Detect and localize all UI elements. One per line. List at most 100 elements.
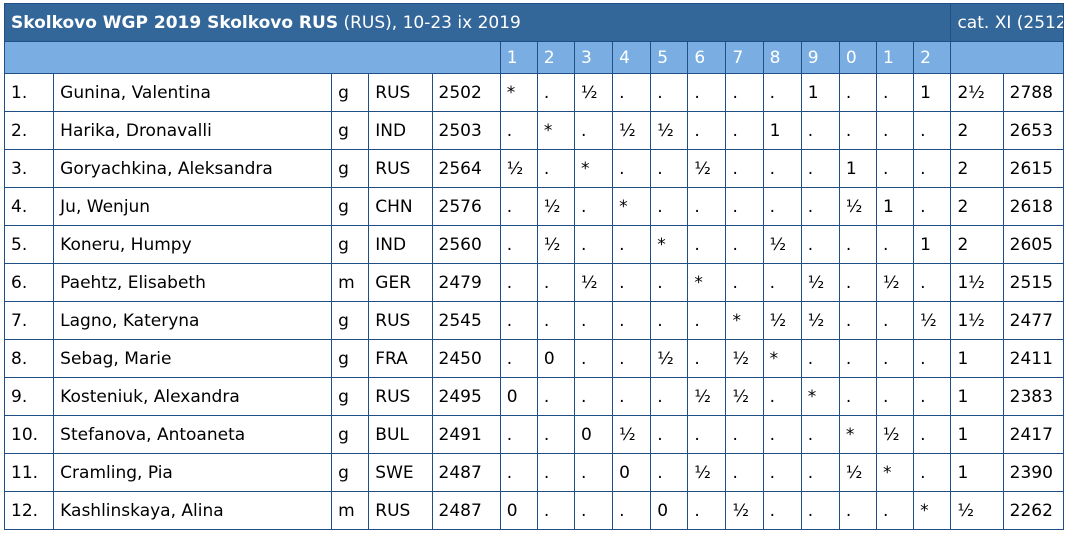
result-cell: . [650,149,689,188]
result-cell: . [687,225,727,264]
title-cell: g [331,377,370,416]
score-cell: 2 [950,111,1004,150]
rating-cell: 2560 [431,225,501,264]
result-cell: . [650,263,689,302]
rating-cell: 2564 [431,149,501,188]
result-cell: * [838,415,877,454]
tournament-title-bold: Skolkovo WGP 2019 Skolkovo RUS [11,12,339,33]
result-cell: 1 [913,225,952,264]
rank-cell: 1. [3,73,55,112]
result-cell: * [875,453,915,492]
performance-cell: 2618 [1002,187,1065,226]
result-cell: . [913,111,952,150]
rank-cell: 8. [3,339,55,378]
result-cell: . [875,377,915,416]
result-cell: . [913,415,952,454]
result-cell: . [650,73,689,112]
header-blank [4,41,501,74]
result-cell: . [725,149,764,188]
performance-cell: 2262 [1002,491,1065,530]
round-header-4: 4 [612,41,652,74]
result-cell: ½ [499,149,538,188]
player-name: Stefanova, Antoaneta [53,415,333,454]
result-cell: ½ [612,111,652,150]
result-cell: . [800,453,840,492]
result-cell: . [573,453,614,492]
player-name: Ju, Wenjun [53,187,333,226]
result-cell: . [762,491,802,530]
result-cell: . [612,339,652,378]
federation-cell: RUS [368,491,433,530]
result-cell: . [875,491,915,530]
round-header-1: 1 [499,41,538,74]
rating-cell: 2576 [431,187,501,226]
title-cell: g [331,415,370,454]
result-cell: ½ [650,339,689,378]
table-row: 7. Lagno, Kateryna g RUS 2545...... * ½ ½.. ½ 1½ 2… [3,301,1065,340]
title-cell: m [331,263,370,302]
federation-cell: FRA [368,339,433,378]
federation-cell: CHN [368,187,433,226]
result-cell: . [800,415,840,454]
result-cell: . [536,377,575,416]
title-cell: g [331,187,370,226]
result-cell: . [687,187,727,226]
title-cell: g [331,339,370,378]
table-row: 2. Harika, Dronavalli g IND 2503. *. ½ ½.. 1....… [3,111,1065,150]
player-name: Paehtz, Elisabeth [53,263,333,302]
score-cell: ½ [950,491,1004,530]
round-header-3: 3 [573,41,614,74]
result-cell: * [762,339,802,378]
result-cell: . [725,453,764,492]
player-name: Kashlinskaya, Alina [53,491,333,530]
title-row: Skolkovo WGP 2019 Skolkovo RUS (RUS), 10… [3,3,1064,42]
table-row: 11. Cramling, Pia g SWE 2487... 0. ½... ½ *. 1 239… [3,453,1065,492]
result-cell: . [687,415,727,454]
federation-cell: IND [368,111,433,150]
player-name: Lagno, Kateryna [53,301,333,340]
table-row: 4. Ju, Wenjun g CHN 2576. ½. *..... ½ 1. 2 2618 [3,187,1065,226]
result-cell: . [725,225,764,264]
table-row: 1. Gunina, Valentina g RUS 2502 *. ½..... 1.. 1 2… [3,73,1065,112]
title-cell: m [331,491,370,530]
result-cell: . [573,111,614,150]
result-cell: . [499,339,538,378]
result-cell: . [725,187,764,226]
table-row: 10. Stefanova, Antoaneta g BUL 2491.. 0 ½.....… [3,415,1065,454]
round-header-7: 7 [725,41,764,74]
result-cell: . [612,73,652,112]
result-cell: * [612,187,652,226]
rank-cell: 2. [3,111,55,150]
score-cell: 1 [950,453,1004,492]
federation-cell: RUS [368,73,433,112]
result-cell: . [612,491,652,530]
result-cell: . [536,149,575,188]
result-cell: 0 [499,377,538,416]
result-cell: . [650,453,689,492]
federation-cell: RUS [368,149,433,188]
performance-cell: 2411 [1002,339,1065,378]
performance-cell: 2383 [1002,377,1065,416]
result-cell: 1 [838,149,877,188]
result-cell: . [499,301,538,340]
result-cell: ½ [687,453,727,492]
federation-cell: RUS [368,301,433,340]
result-cell: . [499,263,538,302]
result-cell: . [762,73,802,112]
result-cell: . [725,73,764,112]
result-cell: . [687,73,727,112]
rank-cell: 3. [3,149,55,188]
result-cell: ½ [800,301,840,340]
result-cell: . [913,377,952,416]
result-cell: ½ [536,225,575,264]
result-cell: . [875,339,915,378]
score-cell: 1 [950,415,1004,454]
federation-cell: RUS [368,377,433,416]
tournament-title-rest: (RUS), 10-23 ix 2019 [338,12,521,33]
result-cell: * [499,73,538,112]
result-cell: . [687,111,727,150]
result-cell: . [913,263,952,302]
result-cell: . [762,149,802,188]
result-cell: . [875,111,915,150]
